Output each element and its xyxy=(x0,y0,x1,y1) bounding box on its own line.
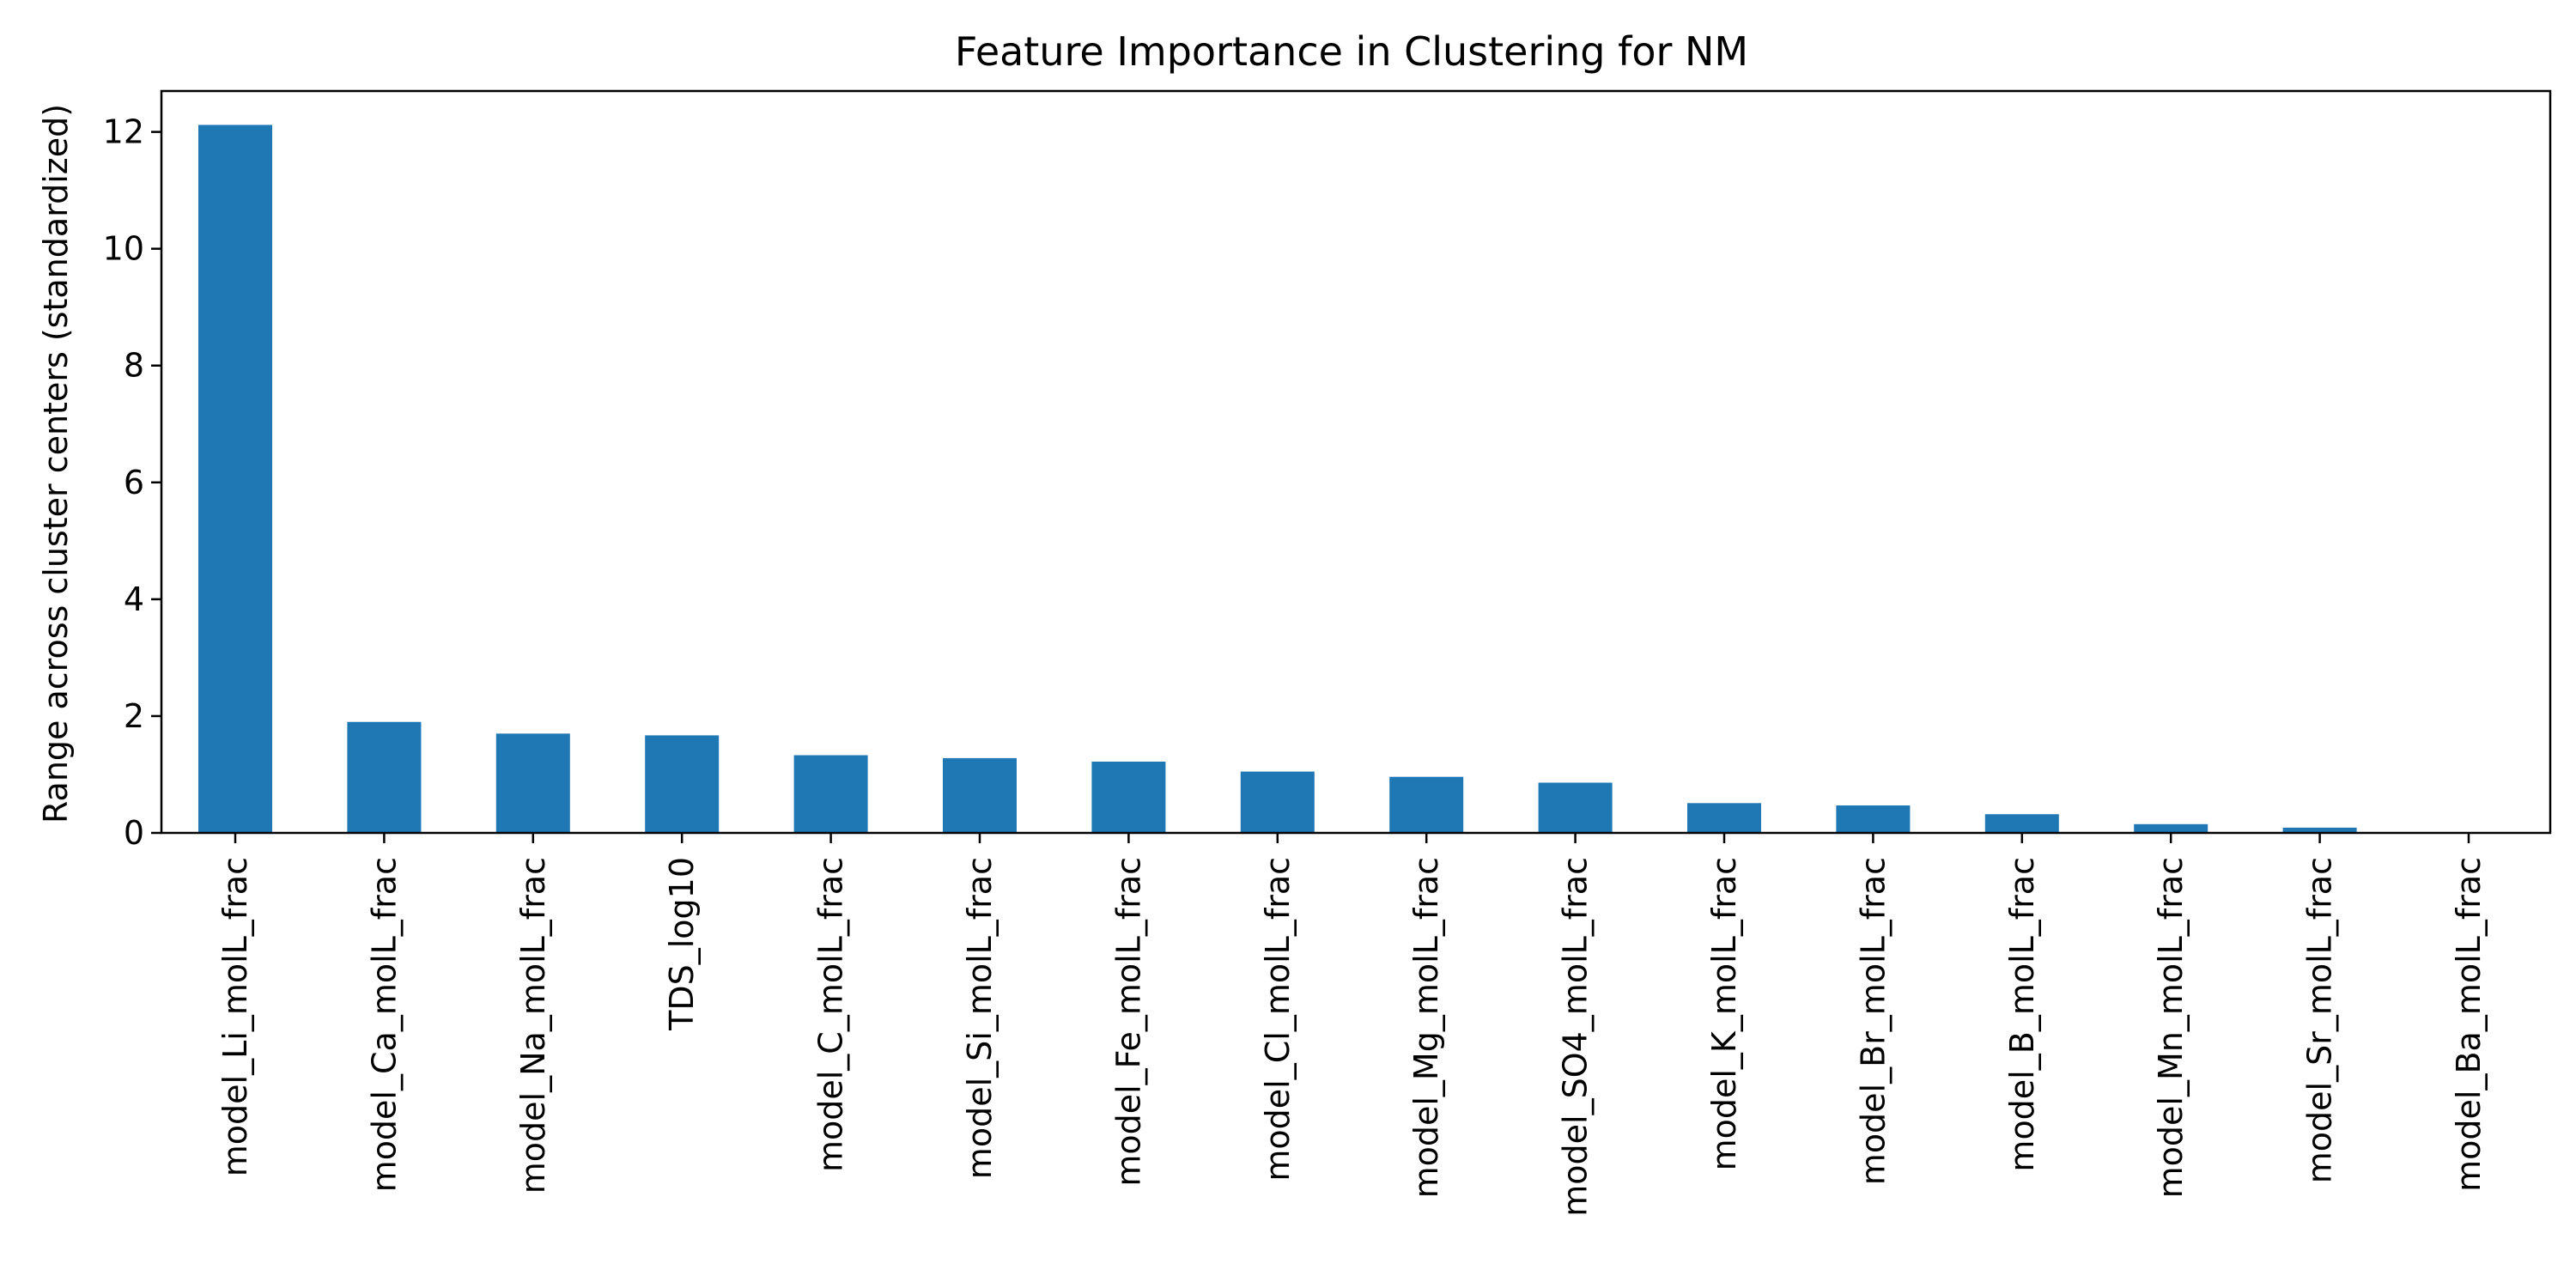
x-tick-label: model_Br_molL_frac xyxy=(1854,857,1892,1185)
bar xyxy=(347,721,422,833)
y-axis-label: Range across cluster centers (standardiz… xyxy=(37,104,75,823)
bar xyxy=(1538,782,1613,833)
x-tick-label: model_Si_molL_frac xyxy=(961,857,999,1179)
bar xyxy=(1984,814,2059,833)
y-tick-label: 0 xyxy=(124,814,144,852)
bar xyxy=(1240,771,1315,833)
x-tick-label: model_K_molL_frac xyxy=(1705,857,1743,1170)
x-axis: model_Li_molL_frac model_Ca_molL_frac mode… xyxy=(216,833,2488,1217)
bar xyxy=(1091,762,1166,833)
x-tick-label: model_SO4_molL_frac xyxy=(1557,857,1595,1217)
y-tick-label: 10 xyxy=(103,230,144,268)
bar xyxy=(2282,827,2357,833)
bar xyxy=(1687,803,1761,833)
y-tick-label: 12 xyxy=(103,113,144,151)
bar xyxy=(793,755,868,833)
x-tick-label: model_Sr_molL_frac xyxy=(2301,857,2339,1183)
bar xyxy=(943,757,1017,833)
y-tick-label: 4 xyxy=(124,580,144,618)
bar xyxy=(645,735,720,833)
bars xyxy=(198,125,2357,834)
bar xyxy=(1389,776,1464,833)
chart-title: Feature Importance in Clustering for NM xyxy=(955,28,1748,75)
x-tick-label: model_Cl_molL_frac xyxy=(1259,857,1297,1182)
x-tick-label: model_Fe_molL_frac xyxy=(1109,857,1147,1187)
bar xyxy=(1836,805,1911,833)
x-tick-label: model_Ba_molL_frac xyxy=(2450,857,2488,1192)
x-tick-label: model_Ca_molL_frac xyxy=(365,857,403,1192)
bar xyxy=(495,733,570,833)
x-tick-label: model_Na_molL_frac xyxy=(514,857,552,1194)
x-tick-label: model_Li_molL_frac xyxy=(216,857,254,1176)
bar xyxy=(2134,823,2208,833)
x-tick-label: model_B_molL_frac xyxy=(2003,857,2041,1172)
x-tick-label: TDS_log10 xyxy=(663,857,701,1031)
y-tick-label: 8 xyxy=(124,347,144,385)
bar xyxy=(198,125,272,834)
x-tick-label: model_Mn_molL_frac xyxy=(2152,857,2190,1198)
x-tick-label: model_C_molL_frac xyxy=(812,857,850,1172)
y-axis: 0 2 4 6 8 10 12 xyxy=(103,113,161,852)
y-tick-label: 2 xyxy=(124,697,144,735)
x-tick-label: model_Mg_molL_frac xyxy=(1407,857,1445,1198)
y-tick-label: 6 xyxy=(124,464,144,501)
plot-frame xyxy=(160,89,2552,835)
